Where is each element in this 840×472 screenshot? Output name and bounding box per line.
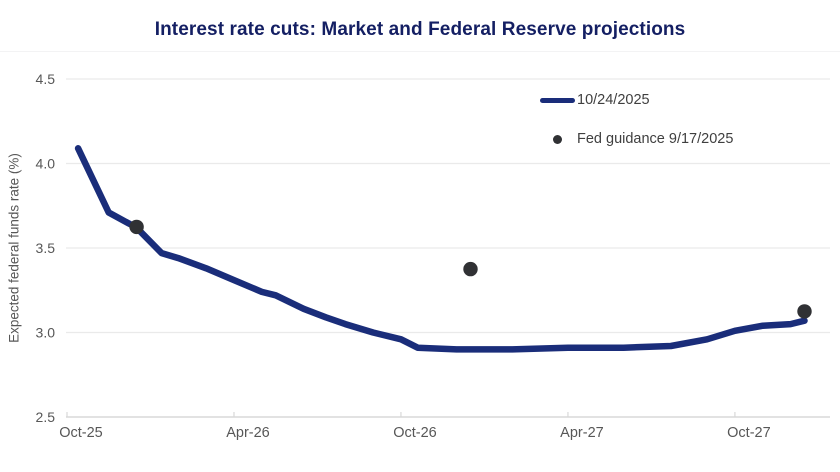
- fed-guidance-dot: [463, 261, 478, 277]
- y-tick-label: 3.5: [36, 240, 56, 256]
- x-tick-label: Oct-27: [727, 425, 771, 441]
- legend-label-market-line: 10/24/2025: [577, 92, 650, 108]
- fed-guidance-dot: [129, 219, 144, 235]
- legend: 10/24/2025 Fed guidance 9/17/2025: [540, 92, 733, 147]
- x-tick-label: Apr-26: [226, 425, 270, 441]
- legend-item-fed-guidance: Fed guidance 9/17/2025: [540, 131, 733, 147]
- legend-label-fed-guidance: Fed guidance 9/17/2025: [577, 131, 734, 147]
- y-tick-label: 2.5: [36, 409, 56, 425]
- x-tick-label: Oct-26: [393, 425, 437, 441]
- legend-item-market-line: 10/24/2025: [540, 92, 733, 108]
- y-tick-label: 4.0: [36, 156, 56, 172]
- fed-guidance-dot: [797, 304, 812, 319]
- market-projection-line: [74, 145, 808, 353]
- x-tick-label: Apr-27: [560, 425, 604, 441]
- y-tick-label: 4.5: [36, 71, 56, 87]
- title-divider: [0, 51, 840, 52]
- y-tick-label: 3.0: [36, 325, 56, 341]
- dot-marker-icon: [553, 134, 562, 144]
- chart-title: Interest rate cuts: Market and Federal R…: [154, 19, 686, 40]
- line-swatch-icon: [540, 97, 575, 103]
- x-tick-label: Oct-25: [59, 425, 103, 441]
